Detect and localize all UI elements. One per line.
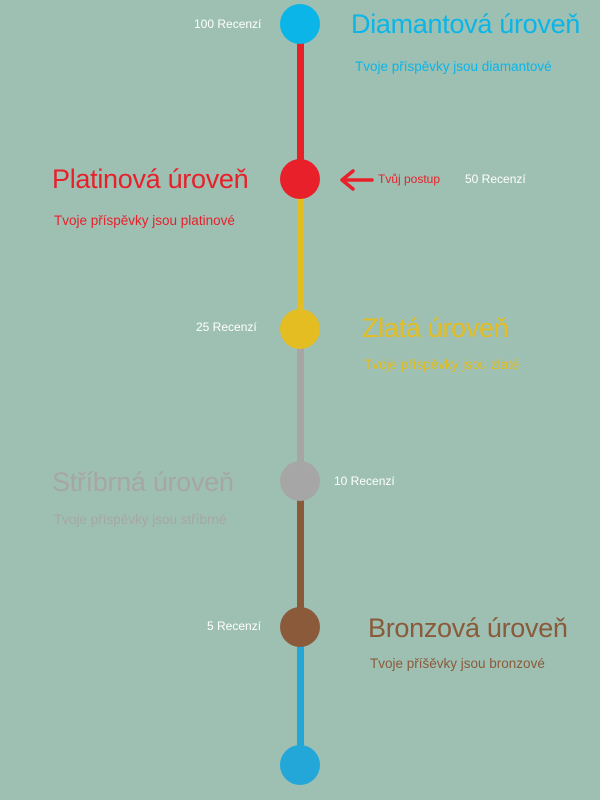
silver-level-subtitle: Tvoje příspěvky jsou stříbrné <box>54 512 227 527</box>
timeline-segment-gold-silver <box>297 329 304 481</box>
arrow-left-icon <box>340 169 374 191</box>
timeline-segment-silver-bronze <box>297 481 304 627</box>
gold-level-subtitle: Tvoje příspěvky jsou zlaté <box>364 357 520 372</box>
silver-level-title: Stříbrná úroveň <box>52 467 234 497</box>
level-node-bottom <box>280 745 320 785</box>
level-node-platinum <box>280 159 320 199</box>
timeline-segment-platinum-gold <box>297 179 304 329</box>
timeline-segment-diamond-platinum <box>297 24 304 179</box>
bronze-level-subtitle: Tvoje příšěvky jsou bronzové <box>370 656 545 671</box>
progress-label: Tvůj postup <box>378 172 441 186</box>
gold-level-title: Zlatá úroveň <box>362 313 509 343</box>
timeline-segment-bronze-bottom <box>297 627 304 765</box>
platinum-review-count: 50 Recenzí <box>465 172 526 186</box>
level-node-gold <box>280 309 320 349</box>
diamond-review-count: 100 Recenzí <box>194 17 262 31</box>
level-node-bronze <box>280 607 320 647</box>
platinum-level-subtitle: Tvoje příspěvky jsou platinové <box>54 213 235 228</box>
gold-review-count: 25 Recenzí <box>196 320 257 334</box>
platinum-level-title: Platinová úroveň <box>52 164 249 194</box>
level-node-silver <box>280 461 320 501</box>
bronze-level-title: Bronzová úroveň <box>368 613 568 643</box>
diamond-level-title: Diamantová úroveň <box>351 9 581 39</box>
bronze-review-count: 5 Recenzí <box>207 619 262 633</box>
silver-review-count: 10 Recenzí <box>334 474 395 488</box>
diamond-level-subtitle: Tvoje příspěvky jsou diamantové <box>355 59 552 74</box>
level-node-diamond <box>280 4 320 44</box>
